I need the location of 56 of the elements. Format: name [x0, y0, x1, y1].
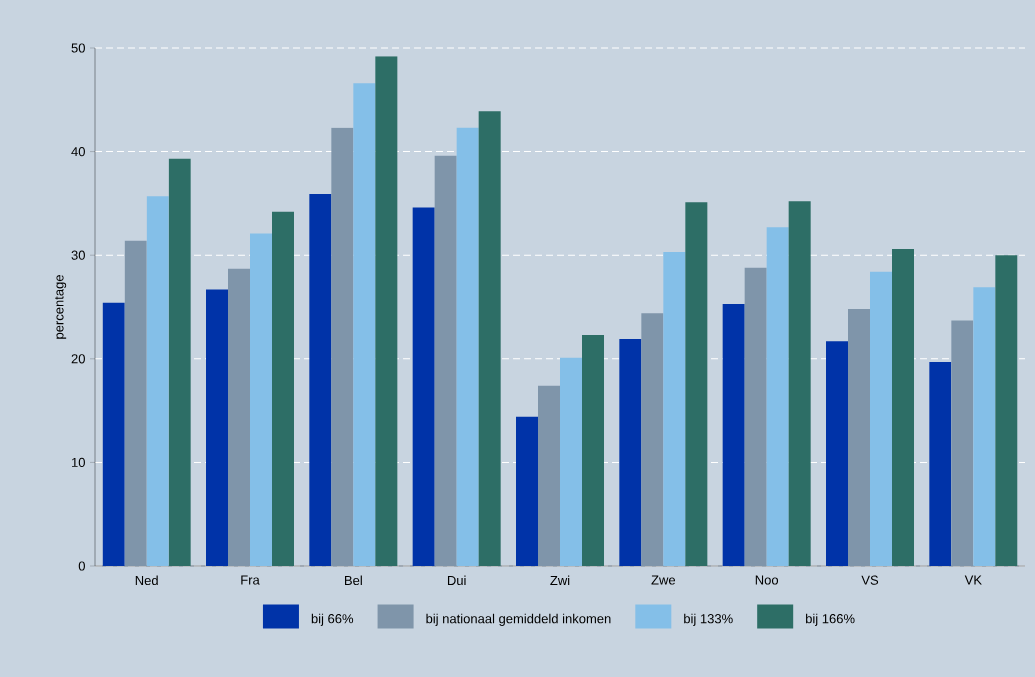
- x-tick-label: Zwi: [550, 575, 570, 585]
- y-tick-label: 0: [78, 561, 85, 571]
- x-tick-label: Bel: [345, 575, 362, 586]
- bar: [228, 268, 250, 566]
- bar: [206, 289, 228, 566]
- bar: [951, 320, 974, 566]
- bar: [619, 339, 642, 566]
- bar: [663, 252, 686, 566]
- bar: [516, 416, 538, 566]
- x-tick-label: VK: [964, 575, 982, 585]
- bar: [788, 201, 811, 566]
- bar: [309, 194, 332, 566]
- bar: [892, 248, 915, 566]
- bar: [766, 227, 789, 566]
- bar: [478, 111, 501, 566]
- bar: [848, 309, 871, 566]
- bar: [331, 127, 354, 566]
- bar: [826, 341, 849, 566]
- bar: [722, 303, 745, 566]
- bar: [641, 313, 664, 566]
- bar: [538, 385, 560, 566]
- x-tick-label: Zwe: [651, 575, 676, 585]
- bar: [744, 267, 767, 566]
- bar: [272, 211, 294, 566]
- x-tick-label: Noo: [755, 575, 779, 585]
- bar: [250, 233, 272, 566]
- x-tick-label: Ned: [135, 575, 158, 586]
- bar: [124, 240, 147, 566]
- y-tick-label: 50: [71, 43, 85, 53]
- x-tick-label: Dui: [447, 575, 466, 586]
- y-tick-label: 30: [71, 250, 85, 260]
- y-tick-label: 10: [72, 457, 85, 467]
- bar: [870, 271, 893, 566]
- legend-label: bij 133%: [684, 613, 733, 626]
- bar: [685, 202, 708, 566]
- bar: [995, 255, 1018, 566]
- y-tick-label: 20: [71, 354, 85, 364]
- x-tick-label: Fra: [241, 575, 260, 585]
- bar: [146, 196, 169, 566]
- y-axis-title: percentage: [55, 275, 67, 339]
- bar: [434, 155, 457, 566]
- x-tick-label: VS: [861, 575, 879, 585]
- bar: [973, 287, 996, 566]
- bar: [929, 361, 952, 566]
- bar: [353, 83, 376, 566]
- bar: [375, 56, 398, 566]
- bar: [102, 302, 125, 566]
- bar: [168, 158, 191, 566]
- y-tick-label: 40: [71, 146, 85, 157]
- bar: [560, 357, 582, 566]
- bar: [412, 207, 435, 566]
- bar: [456, 127, 479, 566]
- bar: [582, 334, 604, 566]
- legend-label: bij 66%: [311, 613, 354, 626]
- legend-label: bij 166%: [806, 613, 855, 626]
- legend-label: bij nationaal gemiddeld inkomen: [426, 613, 611, 626]
